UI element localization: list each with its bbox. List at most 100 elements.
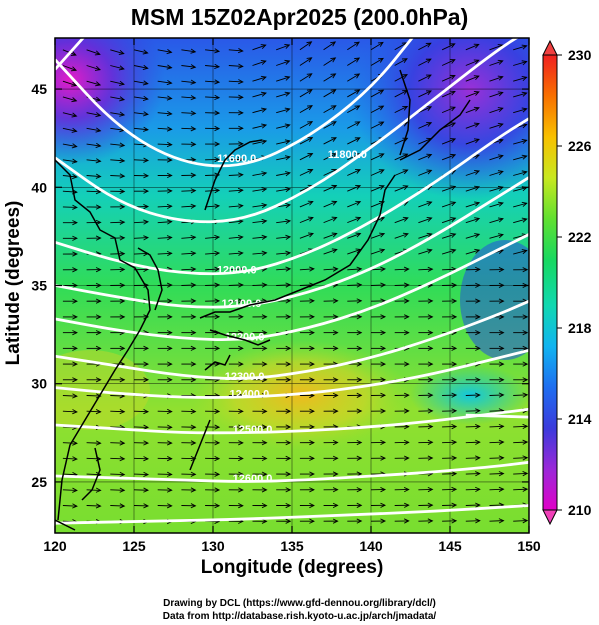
wind-arrow-head — [475, 408, 481, 414]
wind-arrow-head — [166, 408, 173, 415]
wind-arrow-head — [214, 266, 221, 272]
wind-arrow — [394, 90, 408, 98]
wind-arrow — [86, 143, 101, 147]
wind-arrow-head — [94, 50, 101, 56]
wind-arrow — [394, 58, 408, 66]
wind-arrow — [489, 186, 504, 192]
wind-arrow-head — [70, 51, 77, 56]
wind-arrow — [347, 233, 361, 239]
credit-data: Data from http://database.rish.kyoto-u.a… — [162, 611, 437, 622]
wind-arrow-head — [309, 424, 315, 430]
wind-arrow-head — [426, 217, 433, 222]
wind-arrow-head — [72, 235, 78, 241]
wind-arrow-head — [142, 49, 149, 55]
wind-arrow-head — [306, 57, 313, 63]
wind-arrow — [252, 108, 267, 114]
wind-arrow-head — [521, 138, 528, 144]
wind-arrow-head — [95, 503, 102, 509]
wind-arrow-head — [261, 218, 268, 224]
wind-arrow — [62, 489, 77, 491]
wind-arrow-head — [403, 408, 410, 414]
wind-arrow — [441, 186, 456, 192]
wind-arrow — [323, 57, 336, 66]
wind-arrow-head — [475, 330, 481, 336]
wind-arrow-head — [309, 345, 315, 351]
wind-arrow — [465, 170, 480, 176]
wind-arrow-head — [118, 65, 125, 71]
wind-arrow — [86, 175, 101, 178]
wind-arrow-head — [261, 408, 268, 414]
x-tick-label: 125 — [122, 538, 146, 554]
wind-arrow-head — [498, 298, 505, 304]
wind-arrow-head — [449, 59, 456, 64]
wind-arrow — [323, 153, 337, 161]
wind-arrow — [394, 185, 408, 192]
wind-arrow — [110, 505, 125, 507]
wind-arrow-head — [72, 409, 78, 415]
wind-arrow-head — [331, 153, 338, 158]
wind-arrow — [418, 58, 432, 66]
wind-arrow-head — [95, 345, 102, 351]
wind-arrow-head — [521, 44, 528, 50]
wind-arrow — [323, 217, 337, 224]
wind-arrow — [228, 65, 243, 67]
wind-arrow-head — [143, 157, 150, 163]
wind-arrow — [86, 410, 101, 413]
wind-arrow-head — [307, 232, 314, 238]
wind-arrow-head — [284, 155, 291, 161]
wind-arrow-head — [166, 141, 173, 148]
wind-arrow — [110, 473, 125, 476]
wind-arrow-head — [451, 502, 458, 508]
wind-arrow-head — [474, 169, 481, 175]
wind-arrow — [276, 156, 290, 161]
wind-arrow-head — [190, 282, 197, 288]
height-contour — [55, 299, 529, 380]
wind-arrow-head — [190, 330, 197, 336]
wind-arrow — [276, 44, 290, 51]
wind-arrow-head — [284, 91, 291, 97]
wind-arrow-head — [190, 456, 197, 462]
wind-arrow-head — [285, 408, 292, 414]
height-contour — [55, 504, 529, 525]
wind-arrow-head — [261, 503, 268, 509]
wind-arrow-head — [402, 216, 409, 222]
wind-arrow — [513, 250, 527, 255]
wind-arrow-head — [119, 157, 126, 164]
wind-arrow — [62, 457, 77, 460]
wind-arrow — [181, 236, 196, 239]
wind-arrow-head — [142, 80, 149, 86]
wind-arrow-head — [190, 503, 197, 509]
wind-arrow-head — [354, 41, 360, 47]
wind-arrow-head — [498, 377, 505, 383]
wind-arrow-head — [72, 377, 78, 383]
contour-label: 12600.0 — [233, 473, 273, 485]
wind-arrow — [62, 395, 77, 397]
wind-arrow — [228, 189, 243, 192]
wind-arrow-head — [380, 314, 387, 320]
wind-arrow-head — [261, 314, 268, 320]
wind-arrow — [228, 236, 243, 239]
wind-arrow — [157, 49, 172, 53]
wind-arrow-head — [190, 48, 197, 54]
wind-arrow — [394, 169, 408, 176]
wind-arrow-head — [355, 169, 361, 174]
wind-arrow — [181, 65, 196, 68]
wind-arrow-head — [473, 106, 480, 112]
wind-arrow-head — [285, 440, 292, 446]
wind-arrow-head — [285, 266, 292, 272]
wind-arrow-head — [380, 282, 387, 288]
wind-arrow-head — [166, 235, 173, 241]
wind-arrow-head — [307, 169, 314, 174]
wind-arrow — [347, 217, 361, 224]
wind-arrow — [370, 89, 384, 98]
wind-arrow — [489, 234, 504, 239]
wind-arrow-head — [166, 95, 173, 101]
wind-arrow-head — [355, 184, 362, 190]
wind-arrow — [110, 96, 125, 101]
wind-arrow-head — [332, 455, 339, 461]
wind-arrow-head — [95, 440, 102, 446]
wind-arrow — [110, 457, 125, 460]
wind-arrow-head — [119, 345, 126, 351]
wind-arrow — [489, 155, 503, 161]
wind-arrow-head — [522, 439, 529, 445]
